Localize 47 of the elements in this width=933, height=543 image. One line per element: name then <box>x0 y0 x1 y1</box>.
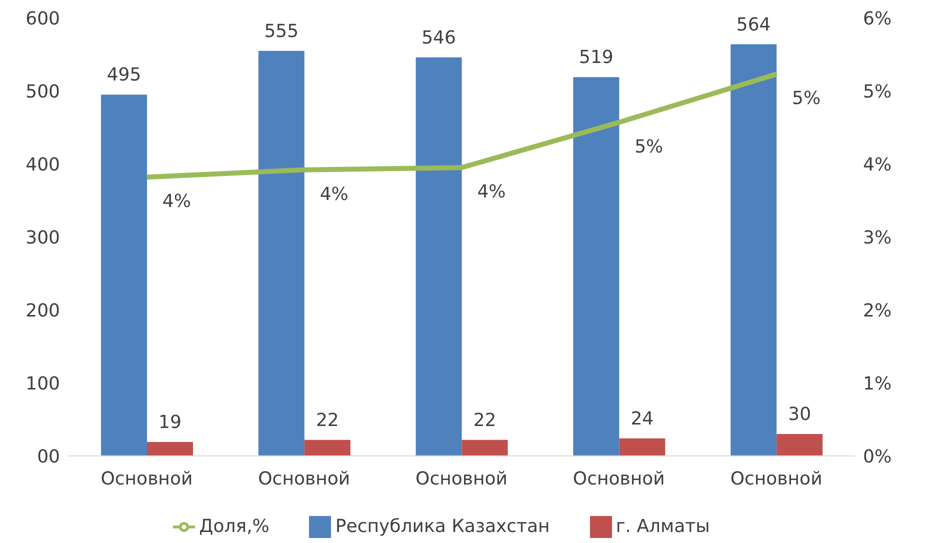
data-label: 30 <box>788 404 812 426</box>
x-tick-label: Основной <box>730 468 822 490</box>
x-tick-label: Основной <box>572 468 665 490</box>
data-label: 555 <box>264 20 299 42</box>
data-label: 4% <box>162 191 191 212</box>
y2-tick-label: 3% <box>863 227 892 248</box>
bar <box>304 440 350 456</box>
bar <box>573 77 620 456</box>
data-label: 5% <box>634 136 664 158</box>
y-tick-label: 100 <box>26 373 60 394</box>
bar <box>619 438 666 456</box>
y2-tick-label: 6% <box>863 8 892 30</box>
y2-tick-label: 1% <box>863 373 892 394</box>
data-label: 4% <box>320 184 348 205</box>
data-label: 546 <box>422 27 456 48</box>
legend-label: Доля,% <box>199 516 270 537</box>
y-tick-label: 500 <box>26 81 60 102</box>
bar <box>416 57 462 456</box>
data-label: 495 <box>106 64 142 86</box>
bar <box>462 440 508 456</box>
data-label: 4% <box>477 182 506 203</box>
x-tick-label: Основной <box>258 468 350 490</box>
y2-tick-label: 5% <box>863 81 892 102</box>
bar <box>101 94 147 456</box>
bar <box>730 44 777 456</box>
y-tick-label: 200 <box>26 300 60 322</box>
legend-label: г. Алматы <box>616 516 710 537</box>
y-tick-label: 400 <box>26 154 60 176</box>
y-tick-label: 300 <box>26 227 60 248</box>
bar <box>776 434 823 456</box>
legend-label: Республика Казахстан <box>335 516 550 537</box>
y-tick-label: 00 <box>37 446 60 468</box>
data-label: 564 <box>736 14 771 36</box>
data-label: 5% <box>792 88 821 110</box>
y2-tick-label: 4% <box>863 154 892 176</box>
data-label: 22 <box>316 410 339 431</box>
data-label: 24 <box>630 408 654 430</box>
x-tick-label: Основной <box>416 468 508 490</box>
y2-tick-label: 2% <box>863 300 892 322</box>
bar <box>258 50 304 456</box>
bar <box>147 442 193 456</box>
data-label: 19 <box>158 412 182 434</box>
y-tick-label: 600 <box>26 8 60 30</box>
data-label: 22 <box>473 410 496 431</box>
y2-tick-label: 0% <box>863 446 892 468</box>
data-label: 519 <box>579 47 614 68</box>
x-tick-label: Основной <box>100 468 193 490</box>
